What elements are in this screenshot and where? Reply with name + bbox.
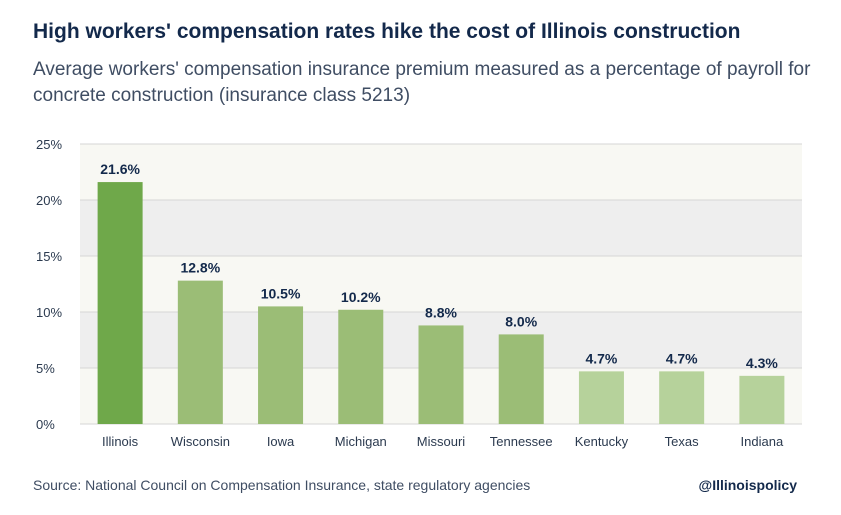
y-tick-label: 0% <box>36 417 55 432</box>
x-tick-label: Indiana <box>741 434 784 449</box>
y-tick-label: 5% <box>36 361 55 376</box>
data-labels: 21.6% 12.8% 10.5% 10.2% 8.8% 8.0% 4.7% 4.7% 4.3% <box>100 161 778 371</box>
grid-band <box>80 144 802 200</box>
data-label: 8.0% <box>505 313 537 329</box>
bar <box>578 371 624 424</box>
x-tick-label: Texas <box>665 434 699 449</box>
data-label: 10.2% <box>341 289 381 305</box>
bar <box>498 334 544 424</box>
y-axis: 0% 5% 10% 15% 20% 25% <box>36 137 62 432</box>
bar <box>739 375 785 424</box>
source-note: Source: National Council on Compensation… <box>33 477 531 493</box>
x-axis: Illinois Wisconsin Iowa Michigan Missouri Ten… <box>102 434 784 449</box>
x-tick-label: Missouri <box>417 434 466 449</box>
x-tick-label: Wisconsin <box>171 434 230 449</box>
bar <box>418 325 464 424</box>
bar <box>177 280 223 424</box>
bars <box>97 182 785 424</box>
data-label: 4.7% <box>666 350 698 366</box>
bar <box>659 371 705 424</box>
x-tick-label: Tennessee <box>490 434 553 449</box>
x-tick-label: Michigan <box>335 434 387 449</box>
chart-title: High workers' compensation rates hike th… <box>33 20 741 43</box>
data-label: 4.3% <box>746 355 778 371</box>
grid-band <box>80 200 802 256</box>
bar <box>258 306 304 424</box>
data-label: 12.8% <box>180 260 220 276</box>
y-tick-label: 15% <box>36 249 62 264</box>
data-label: 21.6% <box>100 161 140 177</box>
data-label: 10.5% <box>261 285 301 301</box>
x-tick-label: Illinois <box>102 434 139 449</box>
bar <box>97 182 143 424</box>
data-label: 4.7% <box>585 350 617 366</box>
chart-subtitle: Average workers' compensation insurance … <box>33 59 811 106</box>
y-tick-label: 20% <box>36 193 62 208</box>
x-tick-label: Iowa <box>267 434 295 449</box>
x-tick-label: Kentucky <box>575 434 629 449</box>
bar-chart: 0% 5% 10% 15% 20% 25% 21.6% 12.8% 10.5% 10.2% 8.8… <box>36 137 802 449</box>
brand-handle: @Illinoispolicy <box>698 477 797 493</box>
y-tick-label: 10% <box>36 305 62 320</box>
y-tick-label: 25% <box>36 137 62 152</box>
data-label: 8.8% <box>425 304 457 320</box>
bar <box>338 309 384 424</box>
